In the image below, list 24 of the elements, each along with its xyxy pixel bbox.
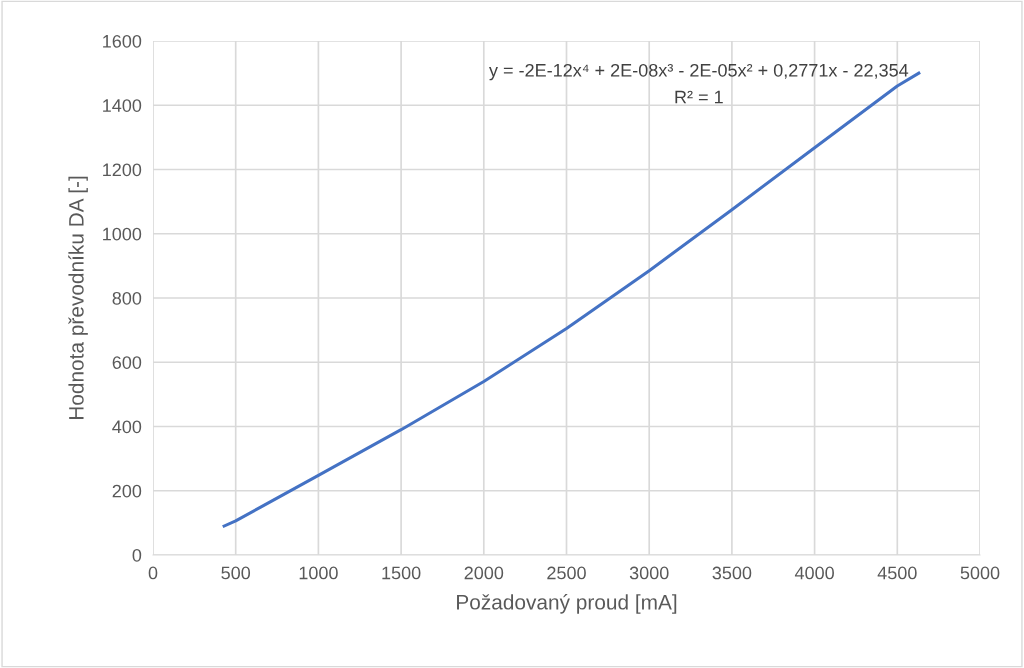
y-tick-label: 800 [112,291,142,305]
x-axis-title: Požadovaný proud [mA] [457,594,677,614]
x-tick-label: 2000 [464,566,504,580]
y-tick-label: 1000 [103,227,142,241]
y-tick-label: 400 [112,420,142,434]
y-axis-title: Hodnota převodníku DA [-] [68,176,88,420]
y-tick-label: 600 [112,356,142,369]
y-tick-label: 1600 [103,34,142,48]
x-tick-label: 1500 [382,566,421,580]
x-tick-label: 2500 [547,566,586,580]
x-tick-label: 0 [148,566,158,580]
x-tick-label: 4000 [794,566,834,580]
y-tick-label: 200 [112,484,142,498]
x-tick-label: 3000 [629,566,669,580]
x-tick-label: 5000 [960,566,1000,580]
x-tick-label: 500 [221,566,251,580]
y-tick-label: 1400 [103,99,142,112]
y-tick-label: 1200 [103,163,142,177]
x-tick-label: 1000 [299,566,338,580]
annotation: R² = 1 [675,90,723,104]
annotation: y = -2E-12x⁴ + 2E-08x³ - 2E-05x² + 0,2771x - 22,354 [489,63,909,81]
y-tick-label: 0 [132,548,142,562]
x-tick-label: 4500 [877,566,917,580]
x-tick-label: 3500 [712,566,752,580]
